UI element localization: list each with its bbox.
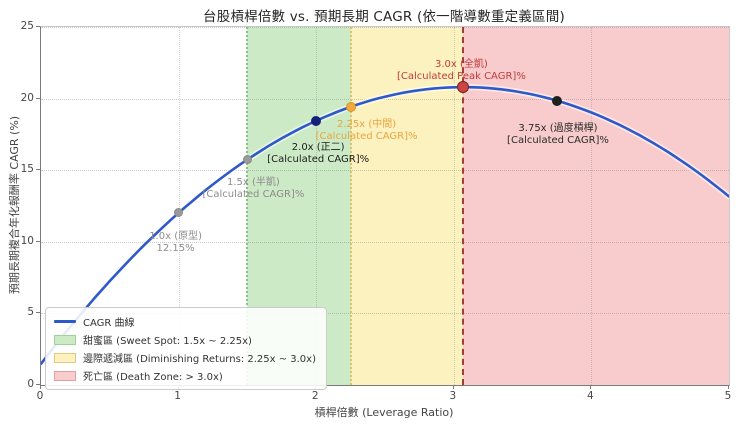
annotation-line2: [Calculated Peak CAGR]% — [397, 71, 526, 83]
annotation-3.07x: 3.0x (全凱) [Calculated Peak CAGR]% — [397, 59, 526, 83]
chart-title: 台股槓桿倍數 vs. 預期長期 CAGR (依一階導數重定義區間) — [203, 9, 565, 25]
h-gridline-15 — [41, 170, 729, 172]
y-tick-label-5: 5 — [27, 306, 34, 319]
annotation-line1: 1.0x (原型) — [149, 230, 202, 242]
y-tick-label-20: 20 — [20, 91, 34, 104]
annotation-line2: [Calculated CAGR]% — [202, 188, 305, 200]
h-gridline-5 — [41, 313, 729, 315]
annotation-3.75x: 3.75x (過度槓桿) [Calculated CAGR]% — [507, 123, 609, 147]
h-gridline-25 — [41, 27, 729, 28]
legend-item-1: 甜蜜區 (Sweet Spot: 1.5x ~ 2.25x) — [54, 332, 316, 347]
y-tick-mark-15 — [36, 169, 40, 171]
x-tick-label-3: 3 — [449, 390, 457, 402]
v-gridline-2 — [316, 27, 318, 385]
h-gridline-10 — [41, 241, 729, 243]
annotation-line2: [Calculated CAGR]% — [267, 153, 370, 165]
y-tick-label-15: 15 — [20, 163, 34, 176]
legend-label: 甜蜜區 (Sweet Spot: 1.5x ~ 2.25x) — [83, 336, 252, 347]
legend-patch-swatch — [54, 370, 76, 381]
v-gridline-4 — [591, 27, 593, 385]
annotation-line2: 12.15% — [156, 242, 195, 254]
annotation-line1: 2.0x (正二) — [291, 141, 345, 153]
sweet-spot-boundary-line — [246, 27, 249, 385]
v-gridline-3 — [453, 27, 455, 385]
data-point-2.25x — [345, 101, 356, 112]
data-point-1x — [174, 208, 184, 218]
y-tick-label-0: 0 — [27, 378, 34, 390]
x-tick-label-5: 5 — [724, 390, 732, 402]
y-tick-mark-5 — [36, 312, 40, 314]
annotation-2.25x: 2.25x (中間) [Calculated CAGR]% — [316, 119, 418, 143]
y-tick-mark-0 — [36, 384, 40, 385]
x-tick-label-4: 4 — [587, 390, 594, 402]
legend-label: 死亡區 (Death Zone: > 3.0x) — [83, 372, 223, 383]
legend-item-2: 邊際遞減區 (Diminishing Returns: 2.25x ~ 3.0x… — [54, 350, 316, 365]
annotation-line1: 2.25x (中間) — [337, 118, 397, 130]
y-axis-label: 預期長期複合年化報酬率 CAGR (%) — [8, 115, 21, 295]
annotation-1.5x: 1.5x (半凱) [Calculated CAGR]% — [202, 177, 304, 201]
x-tick-mark-4 — [590, 385, 592, 389]
annotation-line2: [Calculated CAGR]% — [315, 130, 418, 142]
x-tick-label-1: 1 — [174, 390, 181, 402]
y-tick-mark-20 — [36, 97, 40, 99]
v-gridline-1 — [178, 27, 180, 385]
legend-line-swatch — [54, 320, 76, 323]
x-tick-mark-0 — [40, 385, 41, 389]
legend-label: 邊際遞減區 (Diminishing Returns: 2.25x ~ 3.0x… — [83, 354, 316, 365]
x-tick-label-2: 2 — [311, 390, 319, 402]
legend-patch-swatch — [54, 352, 76, 363]
legend-label: CAGR 曲線 — [83, 318, 135, 329]
data-point-2x — [311, 115, 322, 126]
data-point-3.07x — [457, 81, 470, 94]
y-tick-mark-10 — [36, 240, 40, 242]
legend: CAGR 曲線甜蜜區 (Sweet Spot: 1.5x ~ 2.25x) 邊際遞… — [45, 307, 327, 390]
x-tick-label-0: 0 — [36, 390, 44, 402]
annotation-2x: 2.0x (正二) [Calculated CAGR]% — [267, 142, 369, 166]
data-point-3.75x — [552, 95, 562, 106]
y-tick-label-25: 25 — [20, 20, 34, 32]
annotation-line1: 3.0x (全凱) — [435, 59, 488, 71]
legend-patch-swatch — [54, 334, 76, 345]
x-tick-mark-5 — [728, 385, 729, 389]
x-axis-label: 槓桿倍數 (Leverage Ratio) — [314, 406, 454, 419]
death-zone-region — [463, 27, 729, 385]
y-tick-label-10: 10 — [20, 234, 34, 247]
y-tick-mark-25 — [36, 26, 40, 27]
cagr-curve-line — [41, 85, 729, 366]
annotation-line1: 1.5x (半凱) — [226, 176, 280, 188]
annotation-line2: [Calculated CAGR]% — [507, 134, 609, 146]
death-zone-boundary-line — [462, 27, 465, 385]
annotation-line1: 3.75x (過度槓桿) — [518, 122, 598, 134]
data-point-1.5x — [242, 155, 252, 164]
annotation-1x: 1.0x (原型) 12.15% — [149, 231, 202, 255]
x-tick-mark-3 — [452, 385, 454, 389]
legend-item-0: CAGR 曲線 — [54, 314, 316, 329]
legend-item-3: 死亡區 (Death Zone: > 3.0x) — [54, 368, 316, 383]
cagr-curve — [41, 84, 729, 367]
plot-area: 1.0x (原型) 12.15% 1.5x (半凱) [Calculated CAGR… — [40, 26, 730, 390]
diminishing-returns-boundary-line — [349, 27, 352, 385]
